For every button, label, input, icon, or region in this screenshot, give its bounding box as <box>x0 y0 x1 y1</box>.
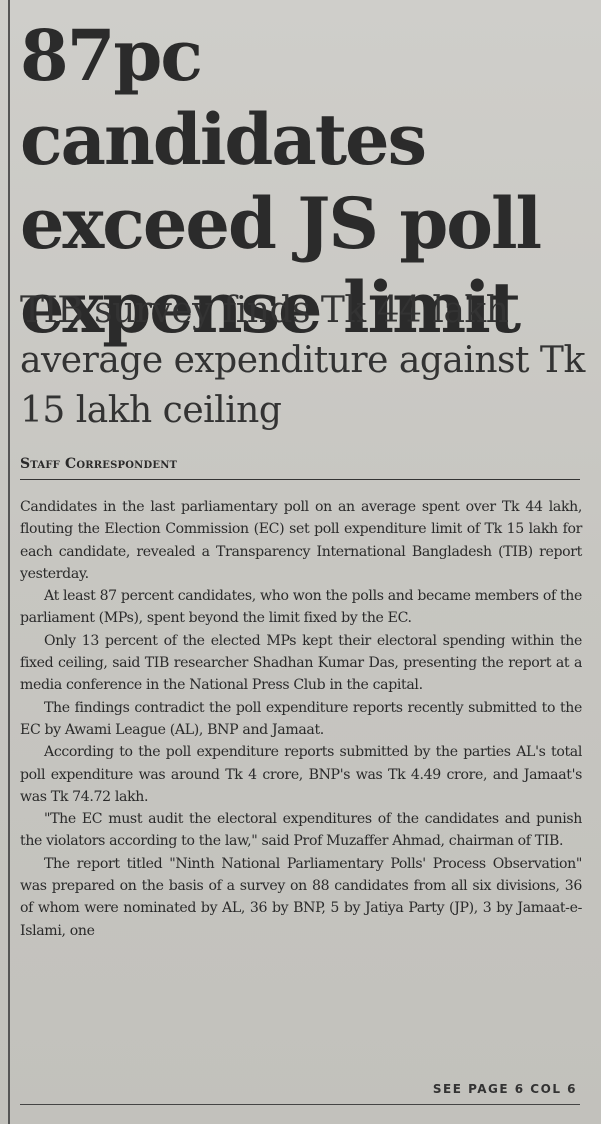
paragraph: According to the poll expenditure report… <box>20 744 582 805</box>
bottom-divider <box>20 1104 580 1105</box>
paragraph: The report titled "Ninth National Parlia… <box>20 855 582 939</box>
headline: 87pc candidates exceed JS poll expense l… <box>20 14 542 349</box>
byline: Staff Correspondent <box>20 456 178 472</box>
paragraph: The findings contradict the poll expendi… <box>20 699 582 738</box>
paragraph: Only 13 percent of the elected MPs kept … <box>20 632 582 694</box>
byline-divider <box>20 479 580 480</box>
paragraph: At least 87 percent candidates, who won … <box>20 588 582 627</box>
continuation-note: SEE PAGE 6 COL 6 <box>432 1082 577 1096</box>
column-rule <box>8 0 10 1124</box>
article-body: Candidates in the last parliamentary pol… <box>20 496 582 942</box>
paragraph: Candidates in the last parliamentary pol… <box>20 499 582 582</box>
paragraph: "The EC must audit the electoral expendi… <box>20 811 582 850</box>
subheadline: TIB survey finds Tk 44 lakh average expe… <box>20 290 585 431</box>
